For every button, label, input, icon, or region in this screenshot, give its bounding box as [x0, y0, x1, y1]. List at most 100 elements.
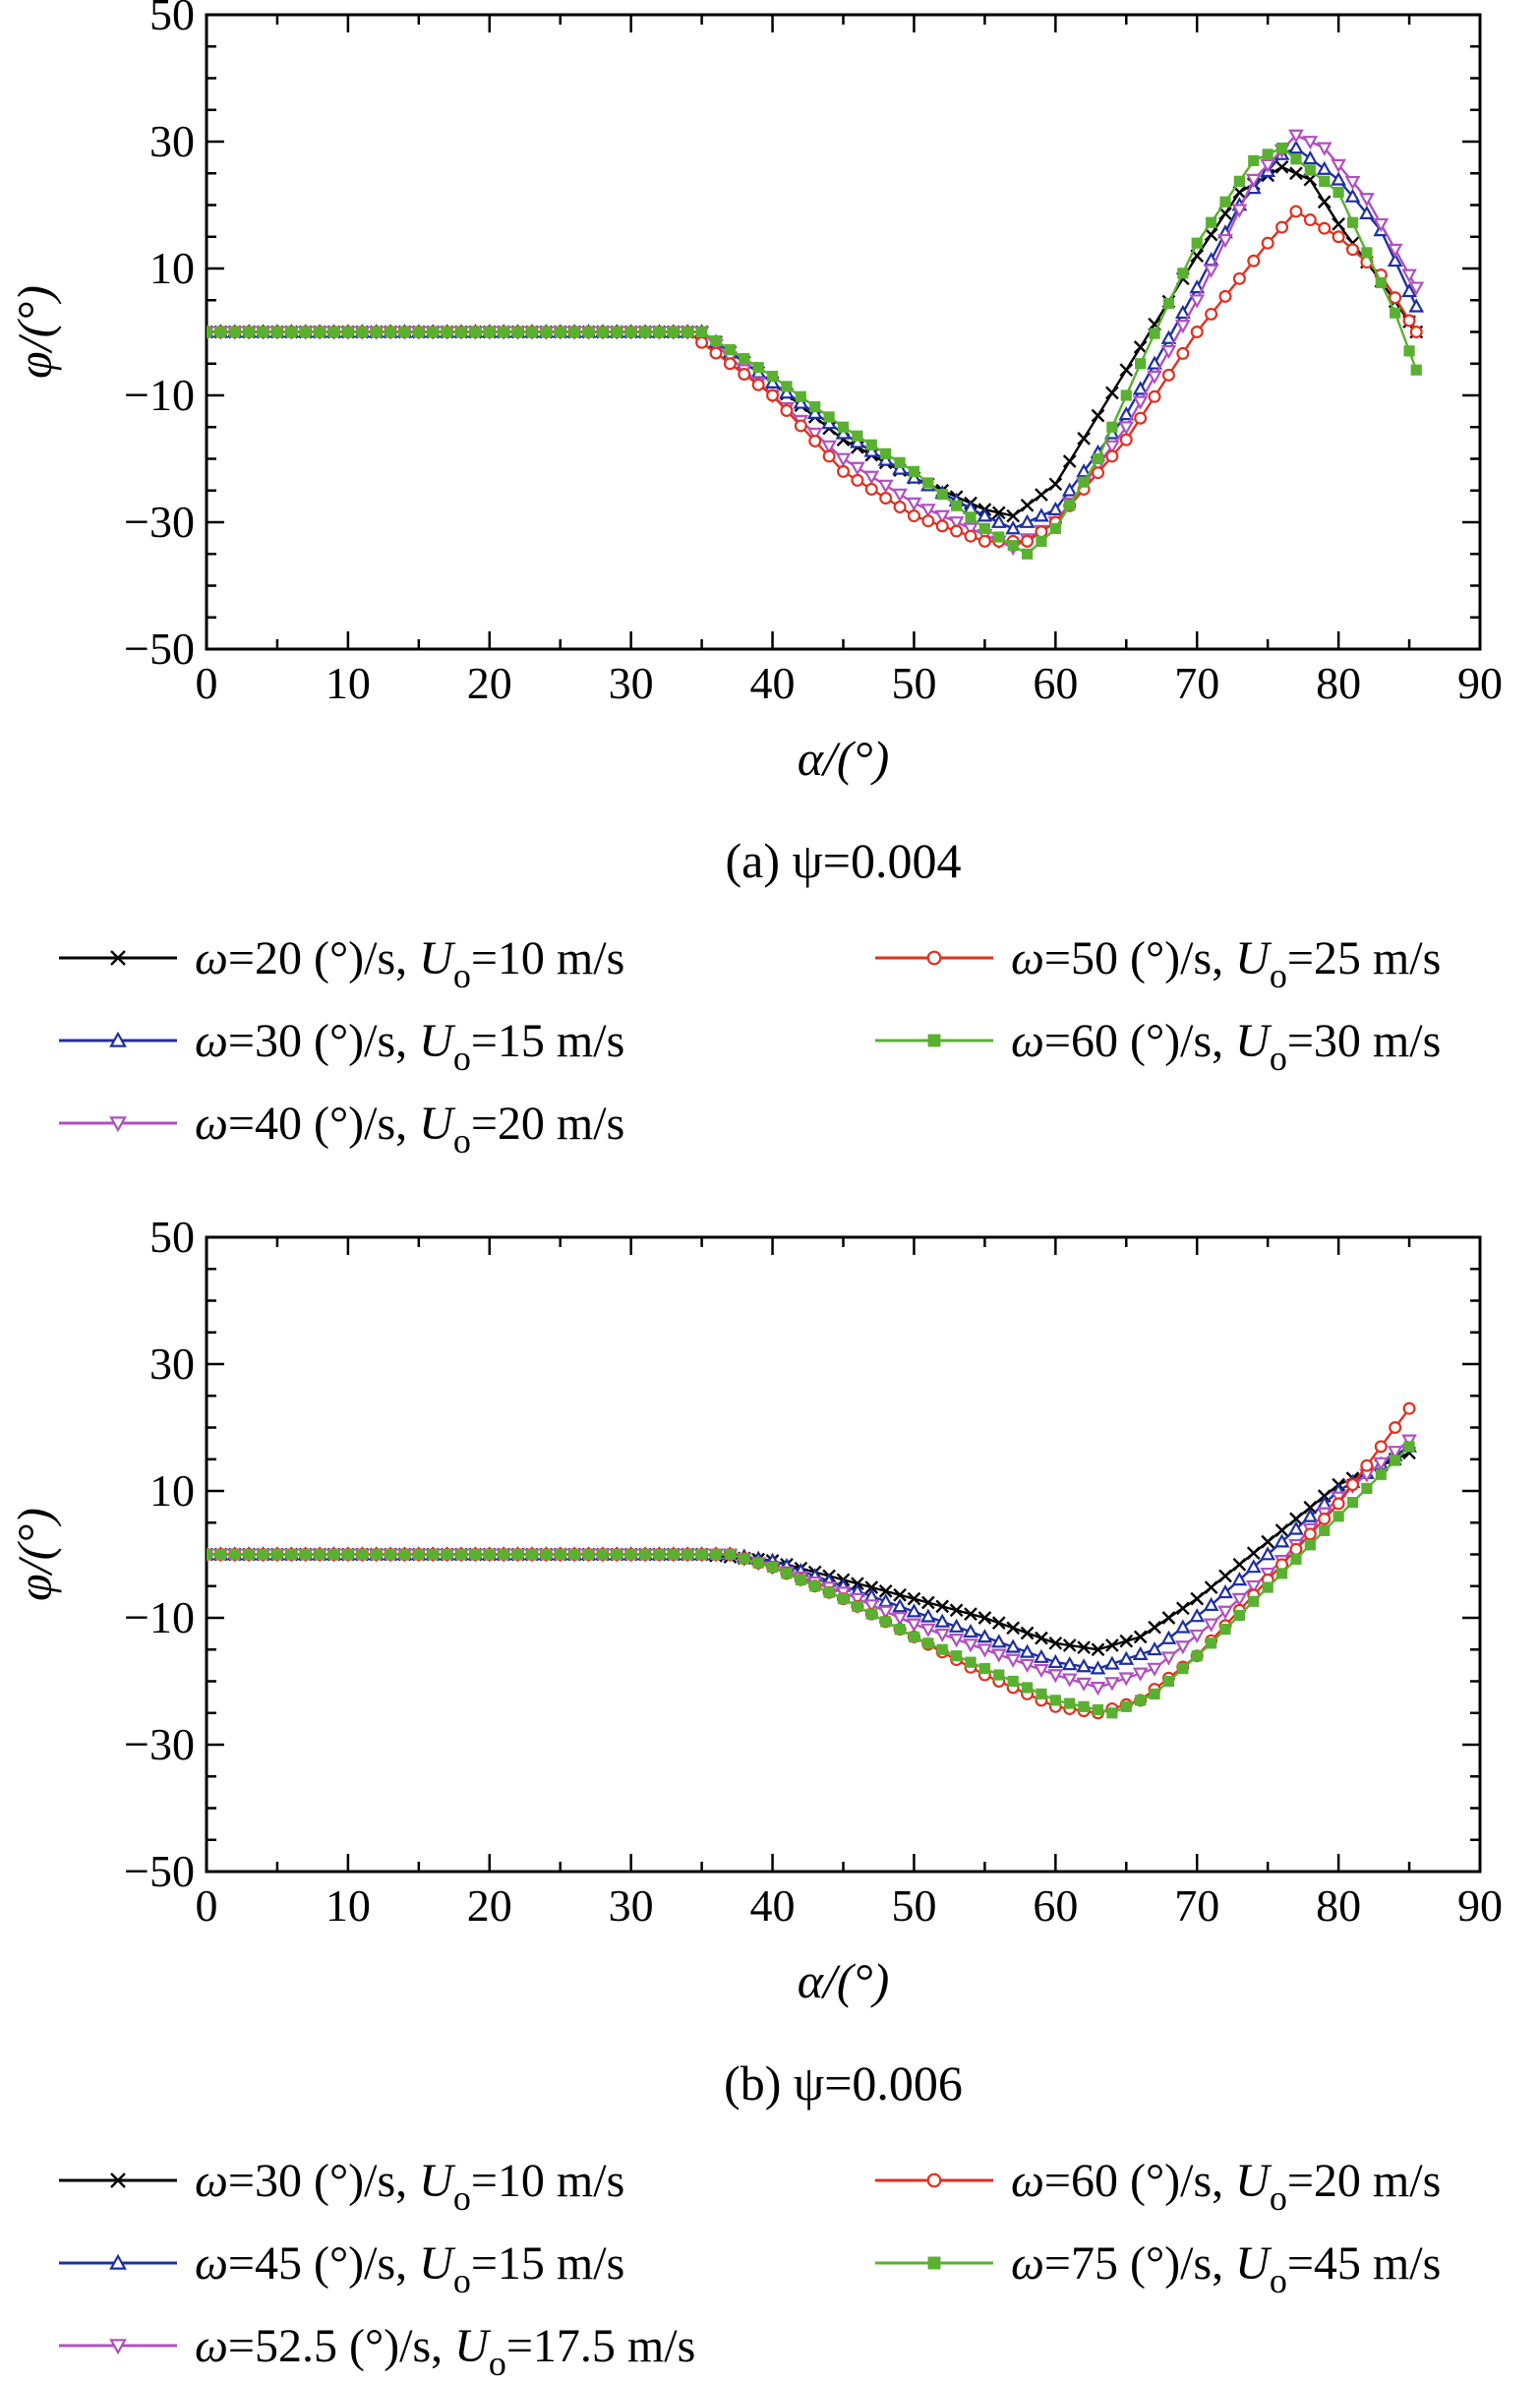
data-point — [371, 326, 383, 338]
data-point — [1133, 1630, 1148, 1644]
data-point — [257, 1548, 269, 1561]
data-point — [342, 1548, 354, 1561]
data-point — [877, 451, 894, 466]
data-point — [991, 506, 1006, 520]
series-4 — [207, 205, 1423, 548]
legend-equals: = — [228, 2320, 255, 2372]
data-point — [837, 421, 850, 433]
data-point — [1176, 346, 1190, 360]
data-point — [1218, 1569, 1232, 1583]
data-point — [1232, 1557, 1247, 1572]
data-point — [1049, 1695, 1061, 1706]
data-point — [1410, 364, 1422, 376]
legend-u-unit: m/s — [545, 932, 624, 984]
data-point — [1189, 279, 1206, 294]
data-point — [1304, 1539, 1316, 1551]
data-point — [1260, 158, 1276, 173]
data-point — [1401, 282, 1417, 298]
data-point — [877, 1592, 894, 1608]
data-point — [639, 326, 651, 338]
legend-label: ω=30 (°)/s, Uo=15 m/s — [195, 1015, 624, 1078]
data-point — [1203, 264, 1219, 278]
legend-label: ω=60 (°)/s, Uo=20 m/s — [1011, 2155, 1441, 2218]
data-point — [1289, 205, 1303, 218]
data-point — [1077, 432, 1091, 446]
legend-u-value: 15 — [498, 2237, 545, 2290]
data-point — [1076, 463, 1092, 478]
x-tick-label: 80 — [1316, 1880, 1361, 1931]
data-point — [1219, 196, 1231, 208]
legend-omega-symbol: ω — [195, 1015, 228, 1067]
data-point — [540, 1548, 552, 1561]
legend-swatch-marker — [110, 950, 126, 966]
data-point — [1007, 1675, 1019, 1688]
data-point — [723, 357, 737, 371]
legend-u-unit: m/s — [545, 1015, 624, 1067]
series-1 — [207, 1446, 1416, 1657]
data-point — [1302, 136, 1319, 150]
x-tick-label: 90 — [1457, 658, 1503, 708]
series-group — [207, 129, 1425, 560]
data-point — [1036, 535, 1047, 547]
data-point — [1174, 1640, 1191, 1655]
legend-equals: = — [1287, 2155, 1314, 2207]
legend-u-value: 25 — [1314, 932, 1361, 984]
data-point — [963, 1638, 978, 1653]
data-point — [1077, 1640, 1091, 1654]
data-point — [1091, 466, 1104, 480]
data-point — [1274, 159, 1289, 174]
data-point — [1104, 1677, 1120, 1692]
data-point — [695, 335, 709, 349]
data-point — [1007, 540, 1019, 552]
data-point — [919, 1608, 936, 1623]
data-point — [1409, 326, 1423, 339]
series-5 — [207, 1441, 1415, 1719]
data-point — [806, 404, 823, 419]
legend-u-value: 10 — [498, 2155, 545, 2207]
data-point — [1261, 1534, 1275, 1549]
data-point — [498, 1548, 509, 1561]
data-point — [1288, 129, 1304, 144]
x-axis: 0 10 20 30 40 50 60 70 80 90 — [196, 15, 1503, 708]
legend-equals: = — [1287, 1015, 1314, 1067]
data-point — [977, 507, 993, 522]
data-point — [892, 1598, 908, 1613]
legend-item: ω=30 (°)/s, Uo=10 m/s — [59, 2155, 624, 2218]
data-point — [1316, 160, 1333, 175]
data-point — [1246, 1546, 1261, 1561]
data-point — [908, 465, 920, 477]
legend-equals: = — [1044, 1015, 1071, 1067]
legend-u-subscript: o — [1270, 2261, 1287, 2300]
legend-u-value: 15 — [498, 1015, 545, 1067]
data-point — [1219, 1624, 1231, 1636]
legend-label: ω=20 (°)/s, Uo=10 m/s — [195, 932, 624, 995]
data-point — [342, 326, 354, 338]
data-point — [1148, 1620, 1161, 1635]
data-point — [781, 1568, 793, 1579]
data-point — [894, 1624, 906, 1636]
legend-equals: = — [506, 2320, 533, 2372]
legend-item: ω=20 (°)/s, Uo=10 m/s — [59, 932, 624, 995]
data-point — [1149, 1688, 1160, 1699]
data-point — [879, 491, 893, 505]
data-point — [1161, 368, 1175, 382]
data-point — [1231, 1592, 1248, 1607]
legend-equals: = — [1287, 932, 1314, 984]
legend-omega-value: 30 — [255, 2155, 302, 2207]
x-tick-label: 20 — [467, 1880, 512, 1931]
x-tick-label: 30 — [609, 1880, 654, 1931]
data-point — [919, 1623, 936, 1638]
legend-u-value: 10 — [498, 932, 545, 984]
data-point — [948, 1634, 965, 1648]
data-point — [455, 326, 467, 338]
data-point — [949, 1603, 964, 1618]
data-point — [1290, 153, 1302, 165]
data-point — [1331, 158, 1346, 173]
data-point — [908, 1631, 920, 1642]
data-point — [582, 326, 595, 338]
legend-u-unit: m/s — [1361, 2237, 1441, 2290]
data-point — [991, 1616, 1006, 1631]
data-point — [1346, 1497, 1359, 1509]
data-point — [1076, 1677, 1092, 1692]
legend-omega-unit: (°)/s, — [1118, 2155, 1235, 2207]
